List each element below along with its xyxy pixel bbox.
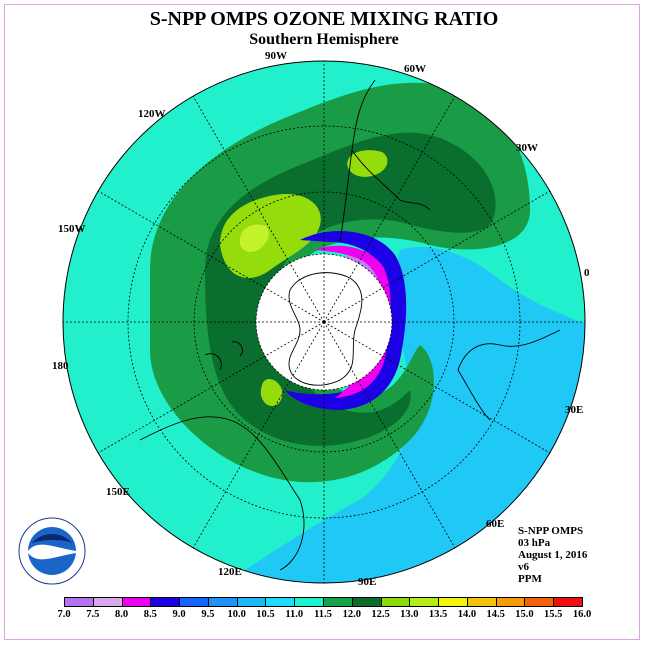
lon-label-120e: 120E [218,566,242,578]
map-border [62,60,586,584]
colorbar-tick-label: 15.0 [515,609,534,620]
coastlines [139,79,561,571]
colorbar-tick-label: 14.0 [457,609,477,620]
colorbar-tick-label: 8.0 [114,609,129,620]
colorbar-swatch [438,597,468,607]
colorbar-tick-label: 13.0 [400,609,419,620]
colorbar-swatch [380,597,411,607]
colorbar-swatch [553,597,583,607]
noaa-logo [18,517,86,585]
ozone-contour-lime [220,194,321,278]
lon-label-150e: 150E [106,486,130,498]
colorbar-swatch [92,597,123,607]
colorbar-tick-label: 12.0 [342,609,361,620]
product-info: S-NPP OMPS 03 hPa August 1, 2016 v6 PPM [518,525,587,585]
figure-frame [4,4,640,640]
colorbar-tick-label: 11.0 [285,609,304,620]
lon-label-60e: 60E [486,518,505,530]
colorbar-swatch [466,597,497,607]
colorbar-tick-label: 10.5 [256,609,275,620]
colorbar-tick-label: 10.0 [227,609,246,620]
graticule [63,61,585,583]
colorbar-swatch [150,597,181,607]
colorbar-tick-label: 16.0 [572,609,592,620]
lon-label-120w: 120W [138,108,166,120]
product-name: S-NPP OMPS [518,525,584,537]
colorbar-tick-label: 9.5 [201,609,215,620]
colorbar-swatch [207,597,238,607]
colorbar-swatch [351,597,382,607]
lon-label-60w: 60W [404,63,426,75]
lon-label-150w: 150W [58,223,86,235]
colorbar-swatch [524,597,555,607]
lon-label-90w: 90W [265,50,287,62]
colorbar-tick-label: 14.5 [486,609,505,620]
colorbar-swatch [121,597,152,607]
colorbar-swatch [495,597,526,607]
colorbar-tick-label: 11.5 [314,609,332,620]
pressure-level: 03 hPa [518,537,551,549]
colorbar-swatch [265,597,296,607]
colorbar-tick-label: 7.0 [57,609,71,620]
colorbar-tick-label: 9.0 [172,609,186,620]
lon-label-30e: 30E [565,404,584,416]
colorbar-swatch [409,597,440,607]
chart-subtitle: Southern Hemisphere [249,31,399,48]
colorbar-tick-label: 8.5 [143,609,157,620]
colorbar-tick-label: 15.5 [544,609,563,620]
lon-label-180: 180 [52,360,69,372]
colorbar-swatch [236,597,267,607]
product-version: v6 [518,561,529,573]
lon-label-0: 0 [584,267,590,279]
colorbar [64,597,583,609]
lon-label-90e: 90E [358,576,377,588]
colorbar-tick-label: 12.5 [371,609,390,620]
chart-title: S-NPP OMPS OZONE MIXING RATIO [149,8,499,30]
observation-date: August 1, 2016 [518,549,588,561]
colorbar-tick-label: 7.5 [86,609,100,620]
colorbar-swatch [179,597,209,607]
colorbar-swatch [64,597,94,607]
colorbar-swatch [323,597,353,607]
ozone-contour-lime-3 [260,378,283,407]
ozone-contour-yellow-green [239,224,269,252]
colorbar-swatch [294,597,324,607]
colorbar-tick-label: 13.5 [428,609,448,620]
lon-label-30w: 30W [516,142,538,154]
units-label: PPM [518,573,542,585]
